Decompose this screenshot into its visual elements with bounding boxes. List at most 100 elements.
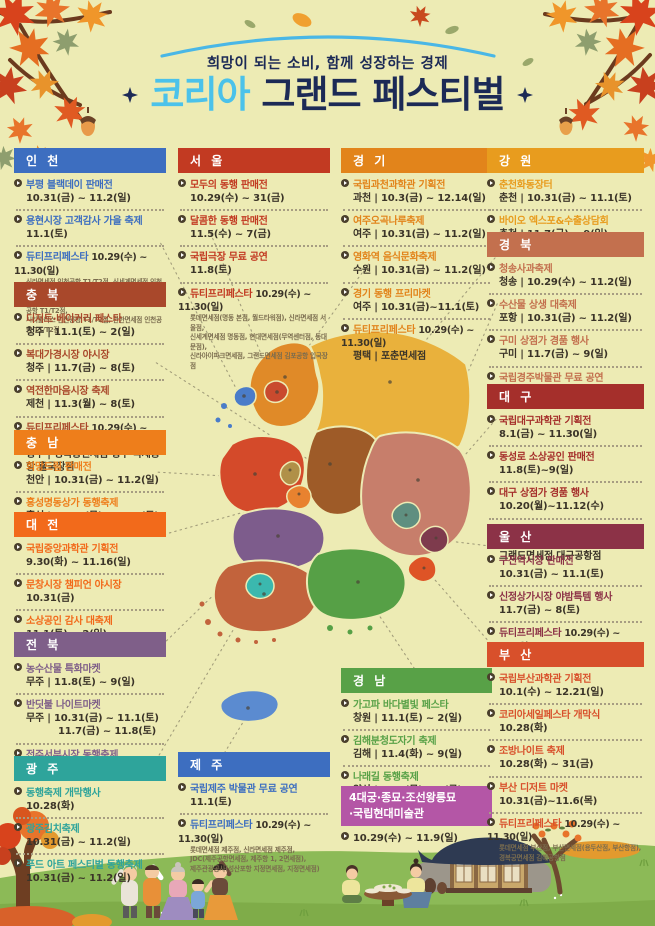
bullet-icon (178, 251, 186, 260)
dotted-divider (16, 209, 164, 212)
section-header-gangwon: 강 원 (487, 148, 644, 173)
section-gwangju: 광 주 동행축제 개막행사 10.28(화) 광주김치축제 10.31(금) ~ 11.… (14, 756, 166, 887)
bullet-icon (341, 831, 349, 840)
event-title: 복대가경시장 야시장 (26, 350, 110, 362)
event-item: 희망드림 판매전 천안 | 10.31(금) ~ 11.2(일) (14, 460, 166, 488)
map-region-dots (242, 375, 438, 710)
event-item: 조방나이트 축제 10.28(화) ~ 31(금) (487, 744, 644, 772)
section-header-chungbuk: 충 북 (14, 282, 166, 307)
bullet-icon (487, 591, 495, 600)
event-item: 수산물 상생 대축제 포항 | 10.31(금) ~ 11.2(일) (487, 298, 644, 326)
event-detail: 11.5(수) ~ 7(금) (190, 229, 271, 241)
sparkle-icon (516, 86, 533, 103)
dotted-divider (180, 209, 328, 212)
event-title: 디저트·베이커리 페스타 (26, 314, 122, 325)
section-header-jeonbuk: 전 북 (14, 632, 166, 657)
event-item: 국립중앙과학관 기획전 9.30(화) ~ 11.16(일) (14, 542, 166, 570)
acorn-icon (80, 107, 96, 136)
dotted-divider (343, 317, 490, 320)
event-item: 신정상가시장 야밤특템 행사 11.7(금) ~ 8(토) (487, 590, 644, 618)
bullet-icon (14, 385, 22, 394)
map-region-ulsan (419, 525, 449, 554)
poster-title: 코리아 그랜드 페스티벌 (0, 76, 655, 113)
event-detail: 포항 | 10.31(금) ~ 11.2(일) (499, 313, 632, 325)
family-group (111, 860, 238, 920)
event-title: 경기 동행 프리마켓 (353, 288, 431, 300)
scattered-leaves (244, 0, 534, 66)
bullet-icon (487, 817, 495, 826)
bullet-icon (487, 335, 495, 344)
event-title: 동행축제 개막행사 (26, 788, 101, 799)
section-header-busan: 부 산 (487, 642, 644, 667)
bullet-icon (14, 461, 22, 469)
event-dates: 10.29(수) ~ 11.30(일) (178, 288, 312, 313)
dotted-divider (489, 209, 642, 212)
event-detail: 여주 | 10.31(금) ~ 11.2(일) (353, 229, 486, 241)
event-dates: 10.29(수) ~ 11.30(일) (487, 818, 621, 844)
event-detail: 김해 | 11.4(화) ~ 9(일) (353, 749, 462, 761)
event-title: 듀티프리페스타 (353, 324, 416, 336)
event-title: 조방나이트 축제 (499, 746, 565, 758)
event-detail: 무주 | 10.31(금) ~ 11.1(토) (26, 713, 159, 725)
event-title: 듀티프리페스타 (499, 818, 562, 830)
event-item: 반딧불 나이트마켓 무주 | 10.31(금) ~ 11.1(토) 11.7(금) … (14, 698, 166, 739)
section-header-daejeon: 대 전 (14, 512, 166, 537)
dotted-divider (16, 742, 164, 745)
map-region-sejong (279, 460, 302, 486)
picnic-people (342, 858, 432, 908)
section-header-chungnam: 충 남 (14, 430, 166, 455)
bullet-icon (487, 781, 495, 790)
event-detail: 여주 | 10.31(금)~11.1(토) (353, 301, 480, 313)
bullet-icon (341, 251, 349, 260)
event-detail: 춘천 | 10.31(금) ~ 11.1(토) (499, 193, 632, 204)
event-venues: 신세계면세점 명동점, 현대면세점(무역센터점, 동대문점), (190, 333, 327, 351)
dotted-divider (489, 775, 642, 778)
event-detail: 과천 | 10.3(금) ~ 12.14(일) (353, 193, 486, 204)
bullet-icon (341, 215, 349, 224)
grass-sprigs (299, 859, 649, 917)
event-item: 경기 동행 프리마켓 여주 | 10.31(금)~11.1(토) (341, 287, 492, 315)
bullet-icon (178, 783, 186, 791)
event-title: 국립부산과학관 기획전 (499, 674, 592, 685)
dotted-divider (180, 813, 328, 816)
event-title: 영화역 음식문화축제 (353, 252, 437, 264)
dotted-divider (489, 811, 642, 814)
dotted-divider (16, 415, 164, 418)
event-title: 춘천화동장터 (499, 180, 553, 191)
event-item: 문창시장 챔피언 야시장 10.31(금) (14, 578, 166, 606)
event-title: 구전역시장 판매전 (499, 556, 574, 567)
bullet-icon (178, 215, 186, 224)
bullet-icon (178, 819, 186, 828)
event-detail: 구미 | 11.7(금) ~ 9(일) (499, 349, 608, 361)
bullet-icon (487, 451, 495, 460)
dotted-divider (489, 517, 642, 520)
event-item: 달콤한 동행 판매전 11.5(수) ~ 7(금) (178, 214, 330, 242)
map-region-gwangju (245, 572, 275, 600)
dotted-divider (16, 245, 164, 248)
dotted-divider (489, 365, 642, 368)
event-item: 김해분청도자기 축제 김해 | 11.4(화) ~ 9(일) (341, 734, 492, 762)
event-item: 구전역시장 판매전 10.31(금) ~ 11.1(토) (487, 554, 644, 582)
event-detail: 무주 | 11.8(토) ~ 9(일) (26, 677, 135, 688)
bullet-icon (14, 663, 22, 671)
event-item: 농수산물 특화마켓 무주 | 11.8(토) ~ 9(일) (14, 662, 166, 690)
event-title: 역전한마음시장 축제 (26, 386, 110, 398)
event-detail: 10.29(수) ~ 31(금) (190, 193, 285, 204)
dotted-divider (489, 481, 642, 484)
event-detail: 청주 | 11.7(금) ~ 8(토) (26, 363, 135, 375)
event-title: 부산 디저트 마켓 (499, 782, 568, 794)
acorn-icon (559, 108, 573, 135)
event-item: 대구 상점가 경품 행사 10.20(월)~11.12(수) (487, 486, 644, 514)
event-detail: 10.31(금) ~ 11.2(일) (26, 193, 131, 204)
event-detail: 청송 | 10.29(수) ~ 11.2(일) (499, 277, 632, 288)
event-detail: 9.30(화) ~ 11.16(일) (26, 557, 131, 568)
dotted-divider (16, 379, 164, 382)
section-header-ulsan: 울 산 (487, 524, 644, 549)
event-item: 구미 상점가 경품 행사 구미 | 11.7(금) ~ 9(일) (487, 334, 644, 362)
event-title: 여주오곡나루축제 (353, 216, 425, 228)
orange-bush (560, 841, 640, 859)
event-dates: 10.29(수) ~ 11.30(일) (341, 324, 475, 350)
map-region-busan (407, 555, 437, 583)
section-header-incheon: 인 천 (14, 148, 166, 173)
